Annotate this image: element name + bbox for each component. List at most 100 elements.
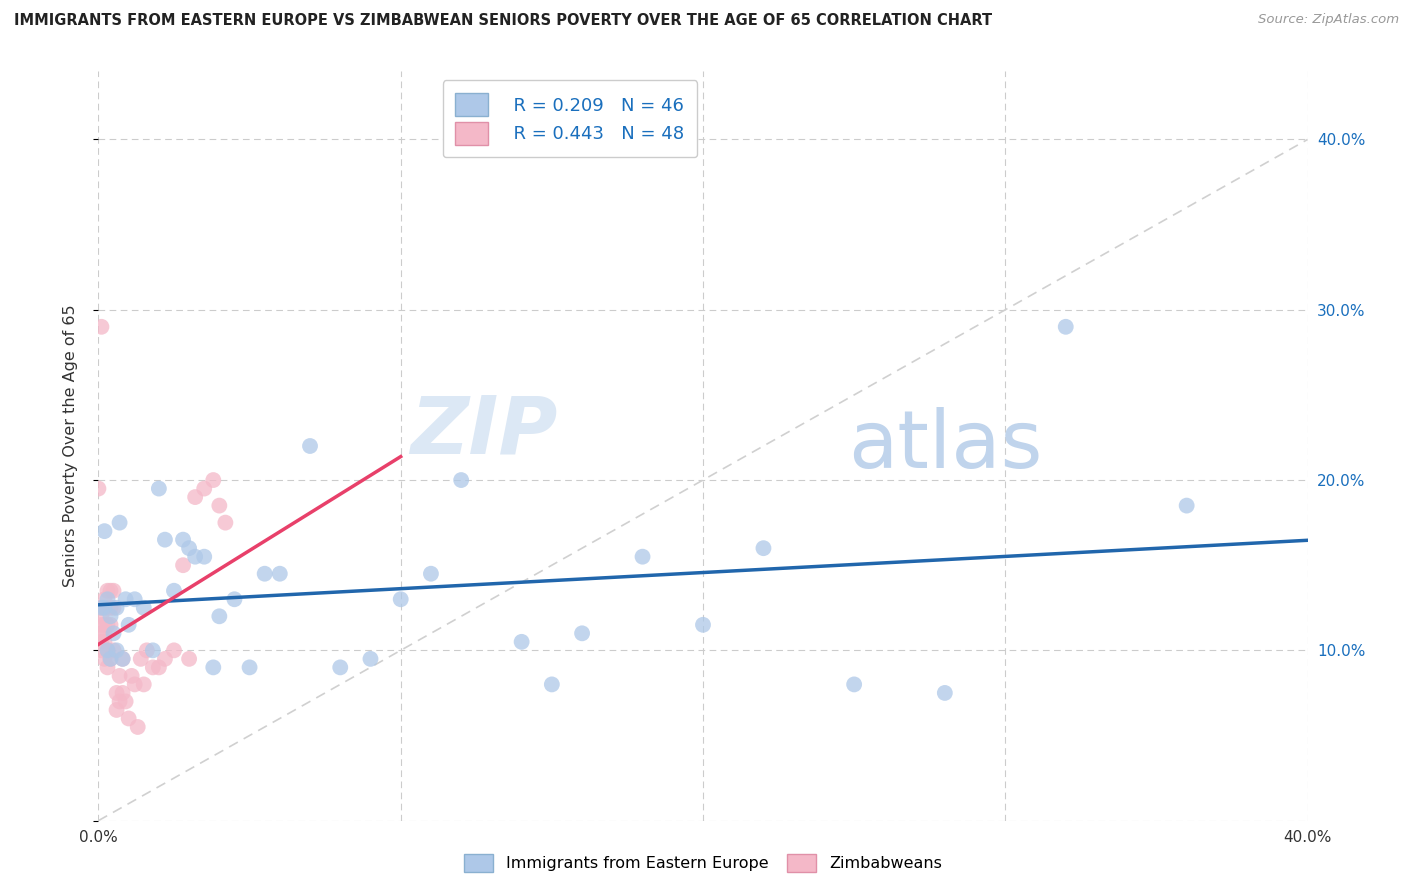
Point [93, 600, 115, 615]
Point [269, 566, 291, 581]
Point [360, 652, 382, 666]
Point [420, 566, 443, 581]
Point [121, 669, 143, 683]
Point [105, 600, 128, 615]
Point [90, 626, 112, 640]
Point [93, 626, 115, 640]
Point [108, 516, 131, 530]
Text: atlas: atlas [848, 407, 1042, 485]
Text: IMMIGRANTS FROM EASTERN EUROPE VS ZIMBABWEAN SENIORS POVERTY OVER THE AGE OF 65 : IMMIGRANTS FROM EASTERN EUROPE VS ZIMBAB… [14, 13, 993, 29]
Point [208, 499, 231, 513]
Point [329, 660, 352, 674]
Point [844, 677, 866, 691]
Y-axis label: Seniors Poverty Over the Age of 65: Seniors Poverty Over the Age of 65 [63, 305, 77, 587]
Point [214, 516, 236, 530]
Point [93, 592, 115, 607]
Point [172, 558, 194, 573]
Point [153, 533, 176, 547]
Point [114, 592, 136, 607]
Point [90, 617, 112, 632]
Point [163, 643, 186, 657]
Point [100, 652, 122, 666]
Point [96, 643, 118, 657]
Point [108, 694, 131, 708]
Point [202, 660, 225, 674]
Point [148, 482, 170, 496]
Point [96, 592, 118, 607]
Point [87, 482, 110, 496]
Point [111, 652, 134, 666]
Point [179, 541, 201, 556]
Point [93, 617, 115, 632]
Point [118, 711, 141, 725]
Point [105, 643, 128, 657]
Point [118, 617, 141, 632]
Point [100, 600, 122, 615]
Point [163, 583, 186, 598]
Point [132, 600, 155, 615]
Point [934, 686, 956, 700]
Point [93, 635, 115, 649]
Point [93, 652, 115, 666]
Point [299, 439, 322, 453]
Text: Source: ZipAtlas.com: Source: ZipAtlas.com [1258, 13, 1399, 27]
Legend:   R = 0.209   N = 46,   R = 0.443   N = 48: R = 0.209 N = 46, R = 0.443 N = 48 [443, 80, 697, 158]
Point [111, 652, 134, 666]
Point [90, 600, 112, 615]
Point [148, 660, 170, 674]
Point [90, 635, 112, 649]
Point [105, 703, 128, 717]
Point [90, 609, 112, 624]
Point [540, 677, 562, 691]
Point [153, 652, 176, 666]
Point [90, 643, 112, 657]
Point [96, 600, 118, 615]
Point [103, 643, 125, 657]
Point [253, 566, 276, 581]
Point [103, 600, 125, 615]
Point [100, 652, 122, 666]
Point [631, 549, 654, 564]
Point [90, 600, 112, 615]
Point [124, 677, 146, 691]
Point [96, 583, 118, 598]
Point [184, 549, 207, 564]
Point [135, 643, 157, 657]
Point [96, 643, 118, 657]
Point [208, 609, 231, 624]
Point [129, 652, 152, 666]
Point [450, 473, 472, 487]
Legend: Immigrants from Eastern Europe, Zimbabweans: Immigrants from Eastern Europe, Zimbabwe… [456, 847, 950, 880]
Point [179, 652, 201, 666]
Point [389, 592, 412, 607]
Point [142, 660, 165, 674]
Point [124, 592, 146, 607]
Point [752, 541, 775, 556]
Point [100, 583, 122, 598]
Point [100, 617, 122, 632]
Point [193, 549, 215, 564]
Point [193, 482, 215, 496]
Point [172, 533, 194, 547]
Point [692, 617, 714, 632]
Point [90, 319, 112, 334]
Point [571, 626, 593, 640]
Point [1054, 319, 1077, 334]
Point [108, 669, 131, 683]
Point [127, 720, 149, 734]
Point [105, 686, 128, 700]
Point [93, 524, 115, 538]
Point [132, 677, 155, 691]
Point [1175, 499, 1198, 513]
Point [100, 609, 122, 624]
Point [111, 686, 134, 700]
Point [224, 592, 246, 607]
Point [103, 583, 125, 598]
Point [96, 660, 118, 674]
Point [202, 473, 225, 487]
Point [142, 643, 165, 657]
Point [114, 694, 136, 708]
Point [96, 617, 118, 632]
Point [103, 626, 125, 640]
Point [510, 635, 533, 649]
